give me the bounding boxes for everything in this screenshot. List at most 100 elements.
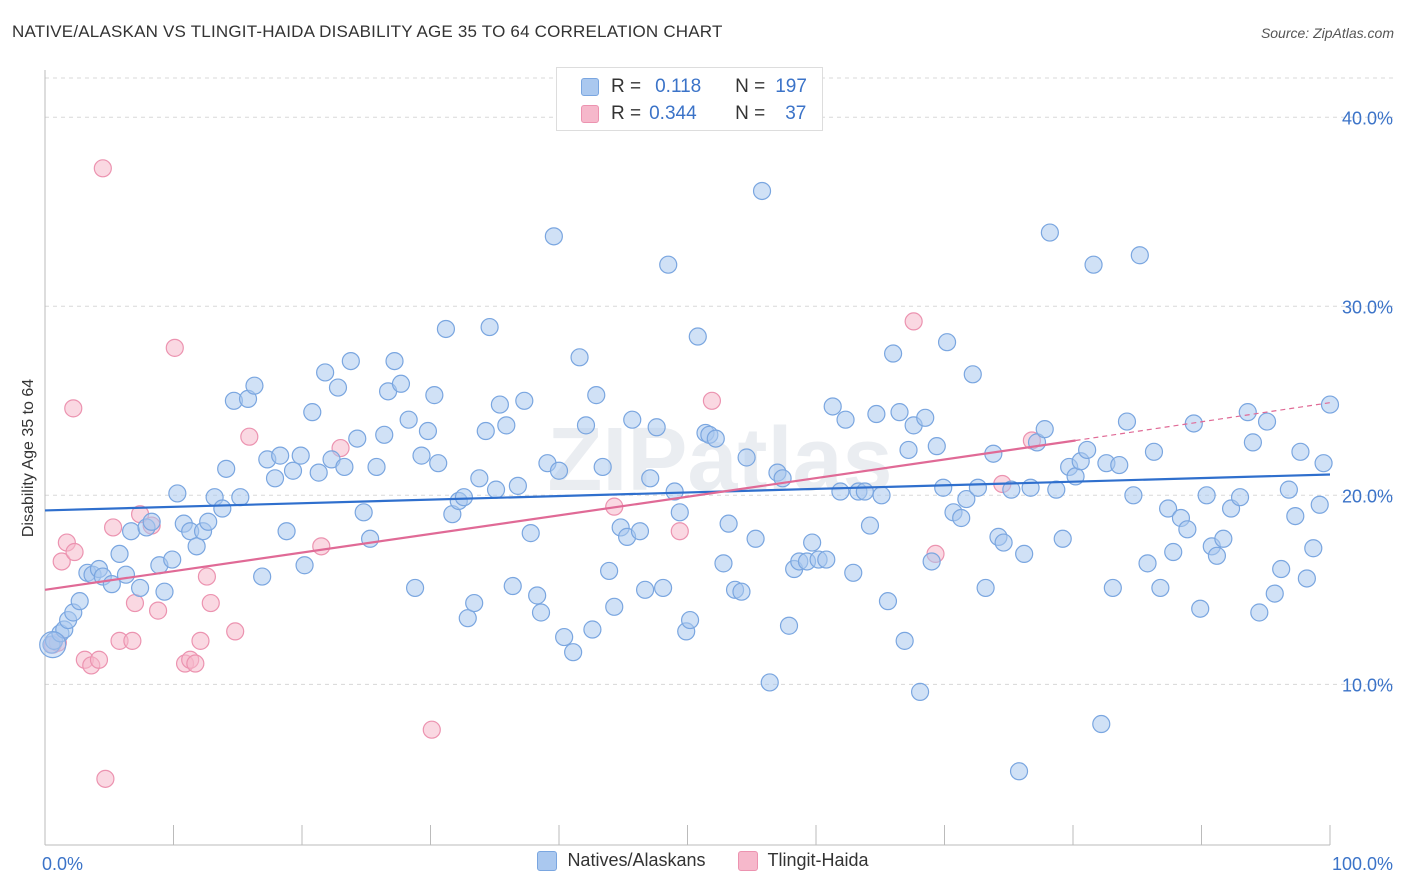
natives-alaskans-point [1130, 246, 1149, 265]
natives-alaskans-point [231, 488, 250, 507]
natives-alaskans-point [910, 682, 930, 701]
natives-alaskans-point [1178, 520, 1197, 539]
natives-alaskans-point [760, 673, 779, 692]
natives-alaskans-point [309, 463, 328, 482]
series-legend: Natives/Alaskans Tlingit-Haida [0, 850, 1406, 871]
natives-alaskans-point [521, 524, 540, 543]
natives-alaskans-point [425, 386, 444, 405]
natives-alaskans-point [70, 592, 89, 611]
y-axis-label: Disability Age 35 to 64 [20, 379, 37, 537]
natives-alaskans-point [883, 344, 903, 363]
tlingit-haida-trend-extension [1075, 402, 1331, 442]
natives-alaskans-point [1207, 546, 1227, 565]
natives-alaskans-point [630, 522, 650, 541]
natives-alaskans-point [653, 578, 673, 598]
natives-alaskans-point [245, 376, 264, 395]
axes-layer: 10.0% 20.0% 30.0% 40.0% [44, 70, 1393, 846]
source-label: Source: ZipAtlas.com [1260, 25, 1394, 41]
natives-alaskans-point [1040, 223, 1059, 242]
natives-alaskans-point [872, 486, 891, 505]
natives-alaskans-point [576, 416, 596, 435]
natives-alaskans-point [454, 488, 474, 507]
natives-alaskans-point [291, 446, 310, 465]
natives-alaskans-point [121, 522, 141, 541]
natives-alaskans-point [593, 457, 612, 477]
tlingit-haida-point [904, 312, 923, 331]
natives-alaskans-point [605, 597, 624, 616]
natives-alaskans-point [927, 437, 946, 456]
natives-alaskans-point [354, 503, 373, 522]
natives-alaskans-point [844, 563, 863, 582]
legend-item-tlingit[interactable]: Tlingit-Haida [737, 850, 869, 871]
natives-alaskans-point [714, 554, 733, 573]
tlingit-haida-point [123, 631, 142, 650]
natives-alaskans-point [1103, 578, 1122, 598]
natives-alaskans-point [528, 586, 547, 605]
y-tick-label: 20.0% [1342, 486, 1393, 506]
natives-alaskans-point [1015, 544, 1034, 564]
natives-alaskans-point [570, 348, 589, 367]
natives-alaskans-point [1250, 603, 1269, 622]
natives-alaskans-point [1078, 440, 1097, 460]
natives-alaskans-point [1320, 395, 1340, 414]
natives-alaskans-point [429, 454, 448, 473]
tlingit-haida-point [422, 720, 441, 739]
correlation-legend: R = 0.118 N = 197 R = 0.344 N = 37 [556, 67, 823, 131]
natives-alaskans-point [1164, 542, 1183, 562]
natives-alaskans-point [217, 459, 236, 478]
natives-alaskans-point [531, 603, 551, 622]
natives-alaskans-point [1092, 714, 1111, 734]
natives-alaskans-point [187, 537, 206, 556]
natives-alaskans-point [1138, 554, 1157, 573]
natives-alaskans-point [963, 365, 982, 384]
natives-alaskans-point [316, 363, 335, 382]
natives-alaskans-point [587, 386, 606, 405]
trend-lines [44, 402, 1331, 591]
natives-alaskans-point [635, 580, 655, 599]
natives-alaskans-point [277, 522, 296, 541]
legend-n-value: 37 [785, 103, 807, 124]
natives-alaskans-point [922, 552, 941, 571]
natives-alaskans-point [937, 333, 957, 352]
legend-label-natives: Natives/Alaskans [567, 850, 706, 870]
natives-alaskans-trend-line [44, 473, 1331, 512]
legend-n-value: 197 [775, 76, 807, 97]
legend-swatch-pink [737, 850, 758, 871]
tlingit-haida-point [96, 769, 115, 788]
natives-alaskans-point [116, 565, 136, 584]
tlingit-haida-point [191, 631, 210, 650]
natives-alaskans-point [706, 429, 725, 448]
legend-item-natives[interactable]: Natives/Alaskans [537, 850, 706, 871]
natives-alaskans-point [1084, 255, 1103, 274]
natives-alaskans-point [746, 529, 765, 548]
natives-alaskans-point [549, 461, 569, 480]
natives-alaskans-point [1214, 529, 1233, 548]
tlingit-haida-point [670, 522, 689, 541]
natives-alaskans-cluster-point [39, 631, 67, 659]
natives-alaskans-point [623, 410, 642, 429]
natives-alaskans-point [1286, 506, 1305, 526]
natives-alaskans-point [391, 374, 411, 393]
natives-alaskans-point [348, 429, 367, 448]
natives-alaskans-point [817, 550, 836, 569]
natives-alaskans-point [934, 478, 953, 497]
tlingit-haida-point [64, 399, 83, 418]
natives-alaskans-point [1110, 455, 1129, 475]
natives-alaskans-point [486, 480, 506, 499]
natives-alaskans-point [583, 620, 602, 639]
natives-alaskans-point [836, 410, 855, 429]
natives-alaskans-point [1265, 584, 1284, 603]
natives-alaskans-point [737, 448, 756, 467]
natives-alaskans-point [1124, 486, 1143, 505]
natives-alaskans-point [328, 378, 348, 397]
natives-alaskans-point [155, 582, 174, 601]
tlingit-haida-point [125, 593, 145, 613]
natives-alaskans-point [916, 408, 935, 427]
tlingit-haida-trend-line [44, 439, 1076, 591]
natives-alaskans-point [265, 469, 285, 488]
legend-r-label: R = [611, 76, 642, 97]
natives-alaskans-point [719, 514, 738, 533]
natives-alaskans-point [271, 446, 290, 465]
natives-alaskans-point [867, 404, 886, 424]
